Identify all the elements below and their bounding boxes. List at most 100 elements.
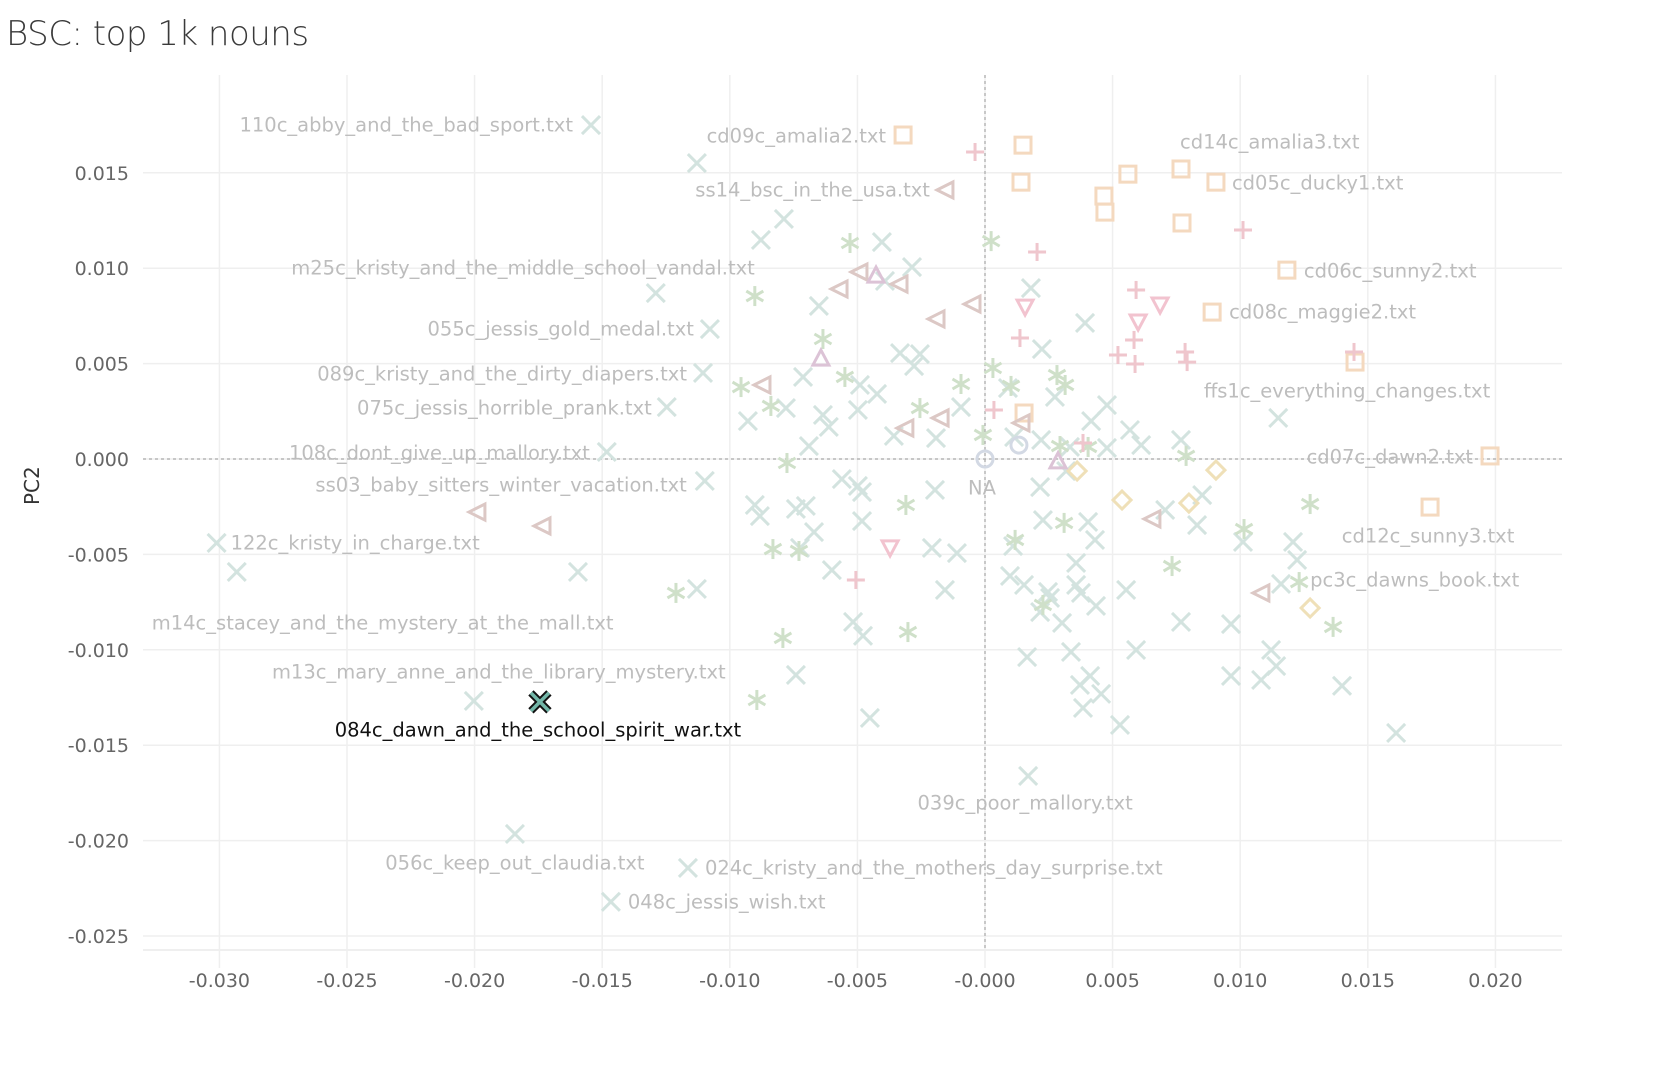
x-point (686, 153, 707, 174)
x-stroke (1031, 429, 1052, 450)
asterisk-stroke (747, 693, 767, 707)
asterisk-point (745, 286, 765, 307)
x-point (1060, 641, 1082, 662)
x-stroke (1072, 697, 1094, 719)
x-point (1096, 394, 1118, 416)
x-point (1096, 437, 1118, 458)
x-point (1220, 665, 1242, 687)
y-tick-label: -0.025 (68, 926, 129, 948)
asterisk-point (898, 622, 918, 643)
point-label: 122c_kristy_in_charge.txt (231, 531, 481, 554)
asterisk-stroke (763, 542, 783, 556)
plus-point (1028, 242, 1047, 261)
asterisk-point (1050, 436, 1070, 457)
x-stroke (1287, 549, 1308, 570)
x-point (1261, 639, 1282, 661)
asterisk-point (1005, 529, 1025, 550)
asterisk-point (840, 233, 860, 254)
asterisk-stroke (981, 234, 1001, 248)
x-point (795, 495, 816, 516)
asterisk-point (747, 689, 767, 710)
diamond-point (1299, 596, 1322, 620)
diamond-outline (1110, 488, 1134, 512)
x-point (785, 664, 806, 686)
triangle-left-outline (928, 407, 950, 429)
x-stroke (1096, 437, 1118, 458)
plus-point (966, 143, 985, 162)
x-tick-label: -0.020 (444, 970, 505, 992)
triangle-left-point (465, 501, 487, 523)
triangle-down-outline (1014, 298, 1036, 319)
x-point (773, 208, 794, 230)
asterisk-stroke (745, 289, 765, 303)
x-point (1119, 419, 1141, 441)
square-point (1014, 403, 1034, 423)
x-point (1220, 613, 1242, 635)
x-point (206, 532, 227, 554)
triangle-left-outline (893, 417, 915, 439)
x-point (567, 561, 589, 583)
x-stroke (692, 362, 714, 384)
x-point (1085, 595, 1107, 616)
point-label: 039c_poor_mallory.txt (918, 791, 1134, 814)
x-stroke (1018, 765, 1039, 786)
x-stroke (773, 208, 794, 230)
triangle-down-point (1014, 298, 1036, 319)
x-point (694, 470, 715, 492)
point-label: cd08c_maggie2.txt (1229, 301, 1416, 324)
square-outline (1095, 202, 1115, 222)
x-point (1031, 339, 1052, 360)
plus-point (1073, 433, 1092, 452)
asterisk-point (773, 627, 793, 648)
x-point (226, 561, 247, 583)
x-stroke (1220, 665, 1242, 687)
square-point (1206, 172, 1226, 192)
x-stroke (1187, 514, 1208, 536)
square-point (1202, 302, 1222, 322)
x-point (699, 319, 720, 340)
x-point (1084, 529, 1106, 550)
x-stroke (1266, 655, 1287, 677)
x-stroke (999, 565, 1021, 587)
square-point (1172, 213, 1192, 233)
x-stroke (909, 343, 930, 365)
x-stroke (226, 561, 247, 583)
x-point (1018, 765, 1039, 786)
x-point (1126, 639, 1147, 661)
x-stroke (699, 319, 720, 340)
y-tick-label: -0.010 (68, 640, 129, 662)
asterisk-point (910, 398, 930, 419)
x-stroke (1270, 573, 1292, 595)
asterisk-point (983, 357, 1003, 378)
x-stroke (1170, 611, 1192, 633)
diamond-outline (1299, 596, 1322, 620)
triangle-down-point (879, 539, 901, 560)
x-stroke (686, 153, 707, 174)
x-point (1109, 714, 1131, 736)
asterisk-stroke (777, 456, 797, 470)
point-label: 089c_kristy_and_the_dirty_diapers.txt (317, 362, 687, 385)
asterisk-stroke (1001, 379, 1021, 393)
triangle-up-outline (1047, 449, 1069, 470)
point-label: cd05c_ducky1.txt (1232, 172, 1404, 195)
x-stroke (1084, 529, 1106, 550)
x-point (999, 565, 1021, 587)
highlighted-point[interactable] (528, 690, 552, 714)
asterisk-point (1300, 494, 1320, 515)
asterisk-stroke (973, 428, 993, 442)
square-point (1118, 164, 1138, 184)
x-stroke (1003, 535, 1024, 557)
x-stroke (1052, 612, 1073, 633)
x-point (677, 857, 699, 878)
asterisk-stroke (1047, 368, 1067, 382)
square-point (1094, 186, 1114, 206)
x-stroke (1091, 683, 1112, 704)
triangle-left-outline (827, 278, 849, 300)
triangle-left-point (827, 278, 849, 300)
x-stroke (596, 441, 617, 463)
plus-point (1178, 353, 1197, 372)
point-label: m25c_kristy_and_the_middle_school_vandal… (291, 257, 755, 280)
asterisk-stroke (840, 236, 860, 250)
x-stroke (871, 231, 892, 253)
